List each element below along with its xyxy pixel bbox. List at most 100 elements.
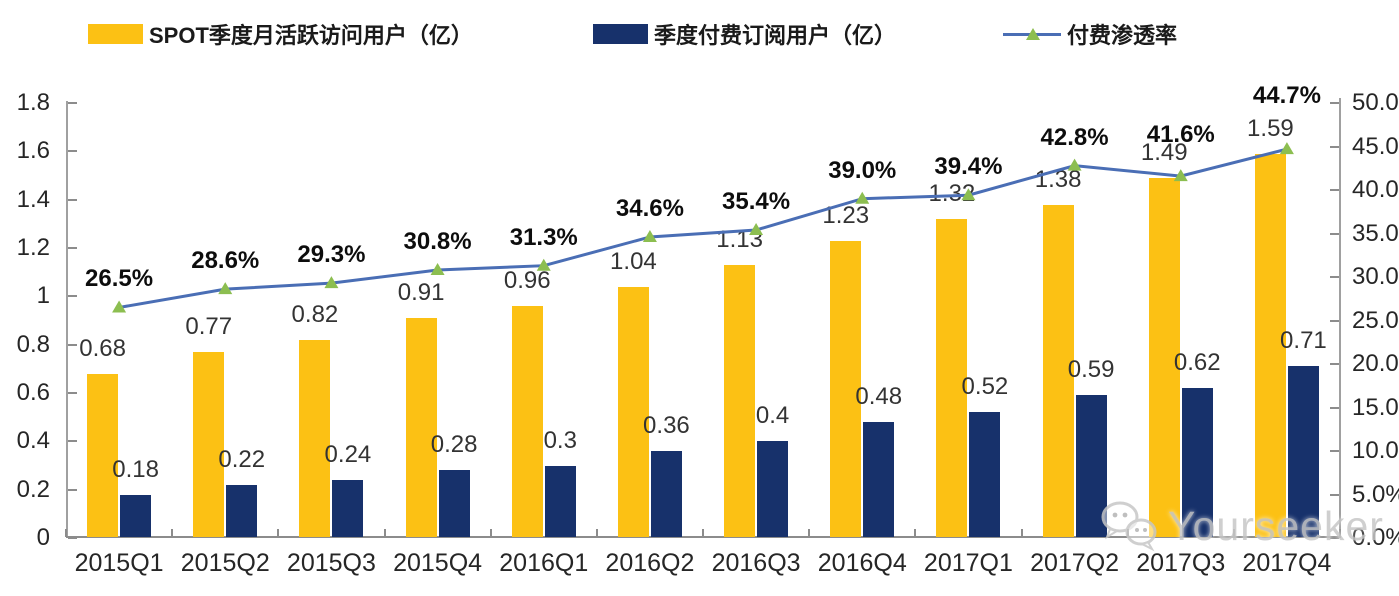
- right-axis-tick: [1330, 276, 1339, 278]
- penetration-value-label: 39.4%: [934, 153, 1003, 181]
- penetration-value-label: 31.3%: [509, 223, 578, 251]
- mau-bar: [617, 286, 649, 537]
- penetration-value-label: 26.5%: [85, 265, 154, 293]
- right-axis-tick-label: 0.0%: [1352, 524, 1399, 551]
- right-axis-tick: [1330, 189, 1339, 191]
- watermark: Yourseeker: [1098, 500, 1384, 552]
- subscribers-bar: [1075, 395, 1107, 537]
- left-axis-tick-label: 0.8: [16, 330, 50, 358]
- left-axis-tick: [68, 150, 77, 153]
- penetration-marker: [324, 276, 339, 289]
- left-axis-tick-label: 1.4: [16, 185, 50, 213]
- left-axis-tick: [68, 440, 77, 443]
- mau-bar: [87, 373, 119, 537]
- penetration-value-label: 34.6%: [615, 194, 684, 222]
- subscribers-bar: [438, 470, 470, 537]
- left-axis-tick-label: 1.6: [16, 137, 50, 165]
- left-axis-tick-label: 1.2: [16, 234, 50, 261]
- x-axis-tick: [914, 529, 917, 537]
- subscribers-bar: [757, 441, 789, 537]
- subscribers-value-label: 0.24: [324, 441, 372, 468]
- subscribers-value-label: 0.3: [543, 426, 577, 454]
- x-axis-label: 2017Q4: [1242, 549, 1332, 577]
- left-axis-tick: [68, 488, 77, 491]
- subscribers-value-label: 0.59: [1067, 356, 1115, 384]
- x-axis-label: 2017Q2: [1030, 549, 1120, 577]
- subscribers-bar: [120, 494, 152, 537]
- legend-item-subscribers: 季度付费订阅用户（亿）: [593, 18, 896, 50]
- mau-bar: [405, 318, 437, 537]
- subscribers-bar: [863, 422, 895, 537]
- mau-value-label: 0.96: [503, 267, 551, 294]
- right-axis-tick-label: 35.0%: [1352, 219, 1399, 247]
- right-axis-tick: [1330, 537, 1339, 539]
- x-axis-label: 2016Q1: [499, 549, 589, 577]
- x-axis-label: 2015Q4: [393, 549, 483, 577]
- penetration-value-label: 44.7%: [1252, 82, 1321, 110]
- penetration-marker: [642, 229, 657, 242]
- right-axis-tick: [1330, 232, 1339, 235]
- subscribers-bar: [1181, 388, 1213, 537]
- mau-bar: [511, 306, 543, 537]
- mau-bar: [299, 339, 331, 537]
- right-axis-tick: [1330, 145, 1339, 148]
- x-axis-tick: [1020, 529, 1023, 537]
- subscribers-value-label: 0.62: [1173, 349, 1221, 377]
- mau-bar-swatch: [88, 24, 143, 44]
- right-axis-tick-label: 50.0%: [1352, 89, 1399, 116]
- mau-bar: [193, 351, 225, 537]
- mau-value-label: 1.32: [928, 180, 976, 207]
- subscribers-bar-swatch: [593, 24, 648, 44]
- penetration-line-swatch: [1003, 24, 1061, 44]
- subscribers-bar: [544, 465, 576, 537]
- right-axis-tick-label: 25.0%: [1352, 306, 1399, 334]
- x-axis-label: 2015Q2: [180, 549, 270, 577]
- x-axis-tick: [1232, 529, 1235, 537]
- mau-value-label: 0.82: [291, 300, 339, 328]
- legend-label-subscribers: 季度付费订阅用户（亿）: [654, 23, 897, 48]
- left-axis-tick-label: 0.4: [16, 427, 50, 455]
- subscribers-bar: [332, 480, 364, 537]
- right-axis-tick-label: 15.0%: [1352, 393, 1399, 421]
- left-axis-tick: [68, 198, 77, 201]
- x-axis-label: 2015Q3: [286, 549, 376, 577]
- penetration-value-label: 30.8%: [403, 228, 472, 256]
- mau-value-label: 1.13: [716, 225, 763, 253]
- x-axis-label: 2016Q3: [711, 549, 801, 577]
- x-axis-line: [66, 536, 1341, 538]
- right-axis-tick: [1330, 406, 1339, 409]
- right-axis-tick: [1330, 102, 1339, 104]
- subscribers-value-label: 0.28: [430, 431, 478, 459]
- left-axis-tick: [68, 343, 77, 346]
- subscribers-bar: [226, 484, 258, 537]
- penetration-value-label: 41.6%: [1146, 121, 1215, 149]
- x-axis-tick: [702, 529, 704, 537]
- mau-bar: [724, 264, 756, 537]
- left-axis-tick: [68, 295, 77, 298]
- mau-value-label: 0.77: [185, 312, 233, 340]
- right-axis-tick: [1330, 319, 1339, 322]
- subscribers-value-label: 0.22: [218, 445, 266, 473]
- subscribers-value-label: 0.48: [855, 383, 903, 410]
- x-axis-tick: [595, 529, 598, 537]
- x-axis-label: 2016Q2: [605, 549, 695, 577]
- left-axis-tick-label: 0.2: [16, 475, 50, 503]
- mau-value-label: 1.23: [822, 201, 870, 229]
- mau-value-label: 1.38: [1034, 165, 1082, 193]
- watermark-text: Yourseeker: [1168, 502, 1384, 549]
- legend-label-mau: SPOT季度月活跃访问用户（亿）: [149, 23, 473, 48]
- right-axis-tick-label: 30.0%: [1352, 263, 1399, 290]
- left-axis-tick-label: 1.8: [16, 89, 50, 116]
- penetration-marker: [1279, 142, 1294, 155]
- x-axis-label: 2015Q1: [74, 549, 164, 577]
- x-axis-tick: [277, 529, 280, 537]
- penetration-marker: [218, 282, 233, 295]
- x-axis-tick: [489, 529, 492, 537]
- penetration-value-label: 42.8%: [1040, 123, 1109, 151]
- right-axis-line: [1339, 98, 1341, 538]
- left-axis-tick-label: 0: [36, 524, 50, 551]
- right-axis-tick-label: 10.0%: [1352, 437, 1399, 464]
- penetration-value-label: 39.0%: [828, 156, 897, 184]
- right-axis-tick-label: 5.0%: [1352, 480, 1399, 508]
